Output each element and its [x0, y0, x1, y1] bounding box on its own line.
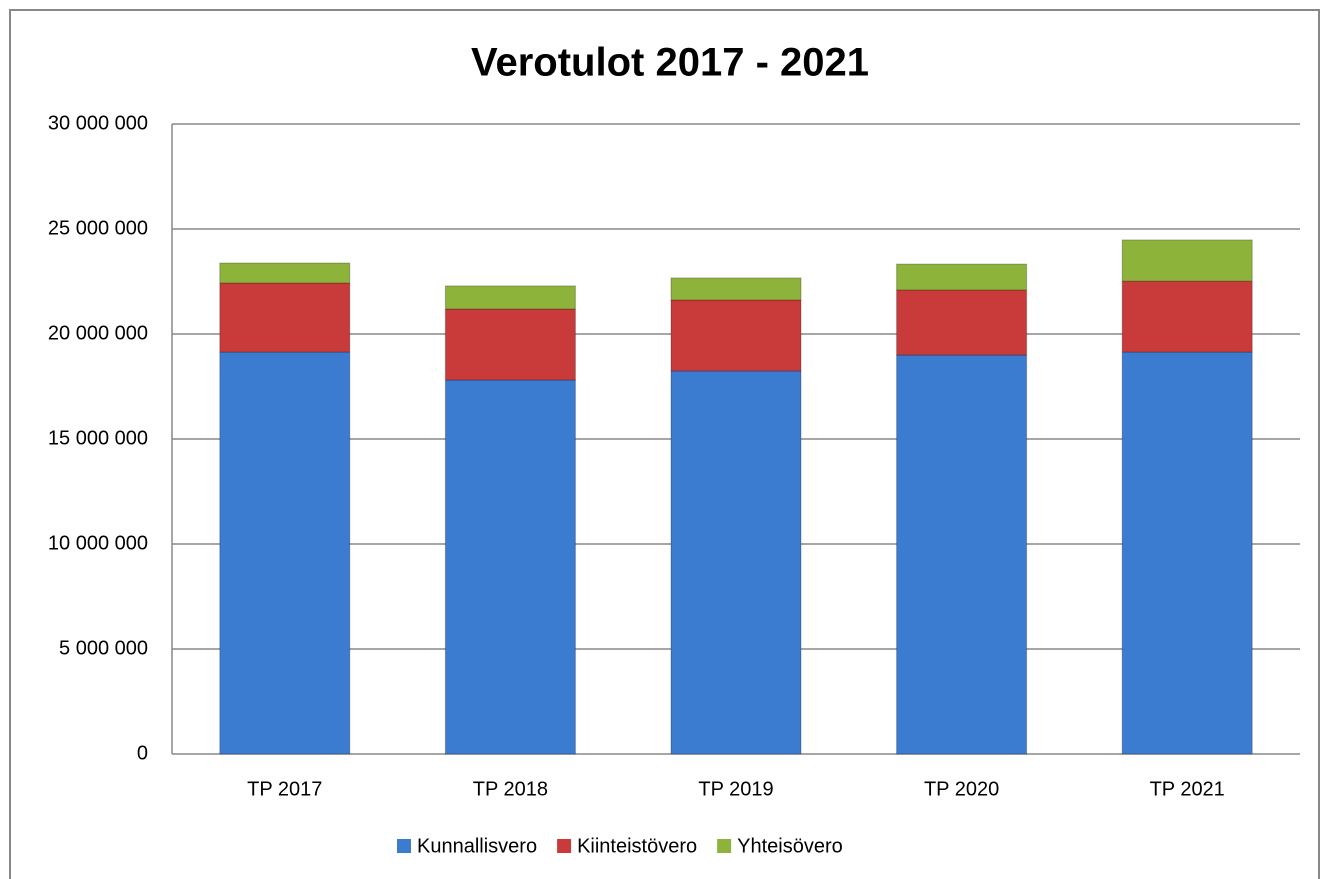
legend-swatch	[557, 839, 572, 853]
bar-segment	[670, 277, 802, 301]
legend-label: Kiinteistövero	[577, 835, 697, 857]
y-tick-label: 0	[137, 742, 148, 764]
bar-segment	[896, 263, 1028, 291]
legend-swatch	[397, 839, 411, 853]
chart-title: Verotulot 2017 - 2021	[471, 41, 869, 85]
bar-segment	[1121, 280, 1253, 353]
y-tick-label: 20 000 000	[48, 322, 148, 344]
legend-swatch	[717, 839, 732, 853]
bar-segment	[444, 285, 576, 310]
bar-segment	[670, 370, 802, 755]
bar-segment	[670, 299, 802, 372]
bar-segment	[1121, 351, 1253, 755]
y-tick-label: 10 000 000	[48, 532, 148, 554]
bar-segment	[896, 354, 1028, 755]
legend-label: Yhteisövero	[737, 835, 843, 857]
x-tick-label: TP 2020	[924, 778, 999, 800]
y-tick-label: 30 000 000	[48, 112, 148, 134]
bar-segment	[444, 308, 576, 381]
y-tick-label: 5 000 000	[59, 637, 148, 659]
bar-segment	[896, 289, 1028, 356]
x-tick-label: TP 2017	[247, 778, 322, 800]
bar-segment	[219, 351, 351, 755]
y-tick-label: 15 000 000	[48, 427, 148, 449]
x-tick-label: TP 2018	[473, 778, 548, 800]
y-tick-label: 25 000 000	[48, 217, 148, 239]
x-tick-label: TP 2021	[1150, 778, 1225, 800]
bar-segment	[444, 379, 576, 755]
bar-segment	[219, 262, 351, 284]
bar-segment	[1121, 239, 1253, 282]
x-tick-label: TP 2019	[698, 778, 773, 800]
legend-label: Kunnallisvero	[417, 835, 537, 857]
bar-segment	[219, 282, 351, 353]
